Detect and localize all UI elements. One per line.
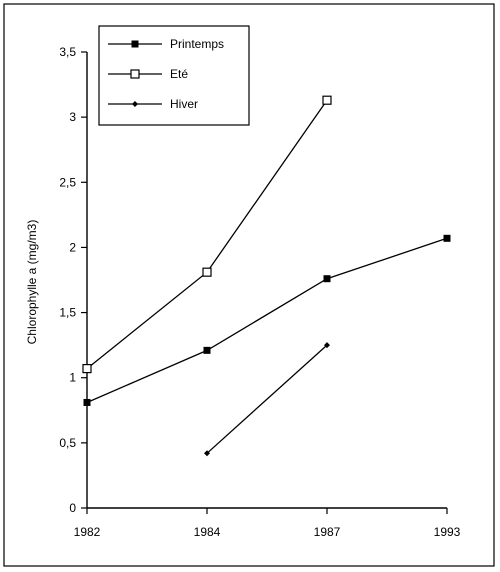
legend-label-ete: Eté [170,67,188,81]
y-tick-label: 3,5 [59,45,76,59]
data-point-ete [322,95,332,105]
legend-marker-printemps [131,40,139,48]
y-tick-label: 0 [69,501,76,515]
y-tick-label: 1 [69,371,76,385]
x-tick-label: 1982 [74,525,101,539]
data-point-ete [202,267,212,277]
legend-box [98,25,250,126]
y-tick-label: 2 [69,240,76,254]
legend-marker-ete [130,69,140,79]
y-tick-label: 0,5 [59,436,76,450]
series-line-hiver [206,344,328,454]
legend-label-printemps: Printemps [170,37,224,51]
y-tick-label: 2,5 [59,175,76,189]
data-point-hiver [324,342,330,349]
data-point-ete [82,363,92,374]
y-tick-label: 1,5 [59,306,76,320]
data-point-printemps [323,275,331,283]
series-line-printemps [86,237,448,404]
y-tick-label: 3 [69,110,76,124]
x-tick-label: 1987 [314,525,341,539]
data-point-printemps [203,346,211,354]
x-tick-label: 1993 [434,525,461,539]
x-tick-label: 1984 [194,525,221,539]
data-point-printemps [83,398,91,406]
legend-label-hiver: Hiver [170,97,198,111]
y-axis-title: Chlorophylle a (mg/m3) [25,220,39,345]
legend-marker-hiver [132,101,138,107]
data-point-hiver [204,450,210,457]
data-point-printemps [443,234,451,242]
legend: Printemps Eté Hiver [98,25,250,126]
